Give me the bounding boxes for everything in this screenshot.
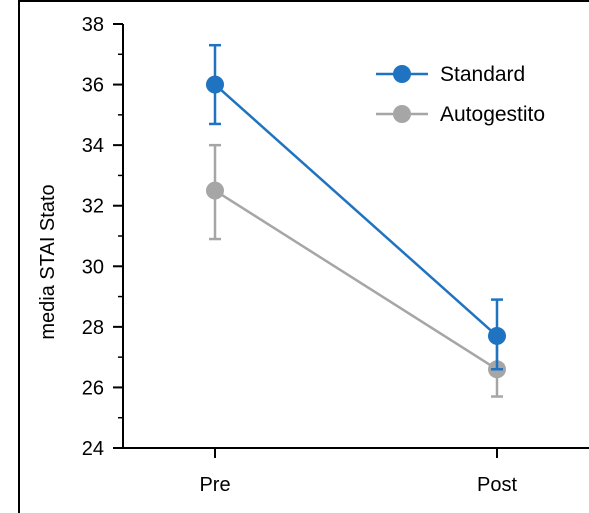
series-line <box>214 189 498 371</box>
data-point <box>206 181 224 200</box>
legend-marker <box>393 105 411 123</box>
y-tick-label: 32 <box>82 196 104 218</box>
y-tick-label: 38 <box>82 14 104 36</box>
y-tick-label: 28 <box>82 317 104 339</box>
y-tick-label: 26 <box>82 377 104 399</box>
x-axis: Pre Post <box>123 447 589 496</box>
y-axis: 24 26 28 30 32 34 36 38 <box>82 14 124 460</box>
figure-frame <box>18 0 589 513</box>
y-tick-label: 36 <box>82 75 104 97</box>
legend-label: Standard <box>440 63 525 86</box>
x-tick-label: Pre <box>199 474 230 496</box>
y-tick-label: 34 <box>82 135 104 157</box>
x-tick-label: Post <box>477 474 517 496</box>
y-tick-label: 24 <box>82 438 104 460</box>
data-point <box>206 75 224 94</box>
legend-label: Autogestito <box>440 103 545 126</box>
legend: Standard Autogestito <box>376 63 545 126</box>
y-axis-title: media STAI Stato <box>37 184 59 339</box>
series-line <box>214 83 498 337</box>
series-autogestito <box>206 143 506 398</box>
y-tick-label: 30 <box>82 256 104 278</box>
series-standard <box>206 43 506 371</box>
data-point <box>488 326 506 345</box>
legend-marker <box>393 65 411 83</box>
